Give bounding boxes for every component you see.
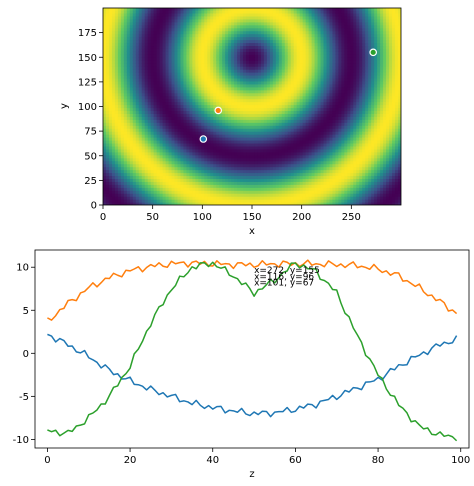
x-tick-label: 100 [451, 455, 470, 466]
y-tick-label: 25 [84, 176, 97, 187]
x-tick-label: 80 [372, 455, 385, 466]
line-frame [34, 249, 470, 449]
heatmap-y-ticks: 0 25 50 75 100 125 150 175 [78, 28, 103, 212]
y-tick-label: 0 [91, 201, 97, 212]
heatmap-marker [199, 135, 208, 143]
line-x-label: z [249, 469, 254, 480]
x-tick-label: 0 [100, 212, 106, 223]
line-y-ticks: -10 -5 0 5 10 [13, 263, 35, 446]
x-tick-label: 40 [206, 455, 219, 466]
series-line [47, 259, 458, 321]
x-tick-label: 100 [193, 212, 212, 223]
y-tick-label: 10 [16, 263, 29, 274]
x-tick-label: 60 [289, 455, 302, 466]
point-annotation: x=116, y=96 [254, 272, 314, 282]
x-tick-label: 150 [242, 212, 261, 223]
y-tick-label: 0 [23, 349, 29, 360]
x-tick-label: 250 [342, 212, 361, 223]
series-line [47, 261, 458, 442]
y-tick-label: 5 [23, 306, 29, 317]
x-tick-label: 50 [146, 212, 159, 223]
heatmap-x-ticks: 0 50 100 150 200 250 [100, 205, 361, 223]
point-annotation: x=272, y=155 [254, 266, 320, 276]
y-tick-label: 50 [84, 151, 97, 162]
heatmap-x-label: x [249, 226, 255, 237]
point-annotation: x=101, y=67 [254, 278, 314, 288]
heatmap-markers [199, 48, 377, 143]
y-tick-label: 125 [78, 77, 97, 88]
y-tick-label: -10 [13, 435, 29, 446]
heatmap-marker [214, 106, 223, 115]
x-tick-label: 20 [124, 455, 137, 466]
heatmap-image [103, 8, 401, 205]
line-series-group [47, 259, 458, 442]
heatmap-marker [369, 48, 377, 57]
x-tick-label: 0 [44, 455, 50, 466]
y-tick-label: 75 [84, 127, 97, 138]
x-tick-label: 200 [292, 212, 311, 223]
y-tick-label: 100 [78, 102, 97, 113]
series-line [47, 333, 458, 418]
heatmap-y-label: y [59, 103, 70, 109]
y-tick-label: 150 [78, 53, 97, 64]
line-x-ticks: 0 20 40 60 80 100 [44, 448, 470, 466]
heatmap-panel: 0 50 100 150 200 250 0 25 50 75 100 125 150 175 x y [59, 7, 402, 237]
y-tick-label: -5 [19, 392, 29, 403]
y-tick-label: 175 [78, 28, 97, 39]
